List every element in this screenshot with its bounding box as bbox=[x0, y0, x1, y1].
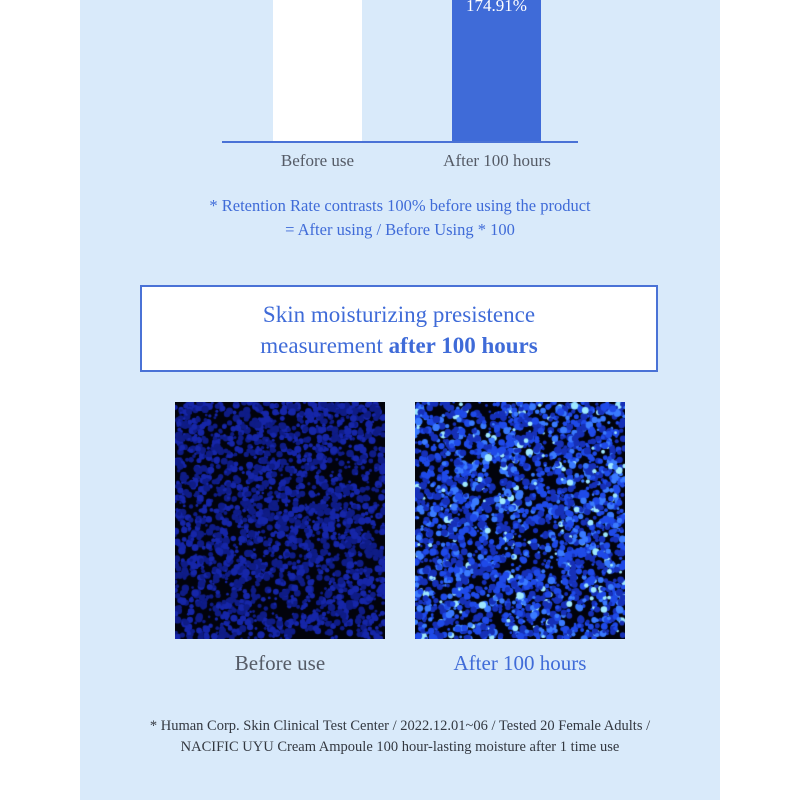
footnote-line2: NACIFIC UYU Cream Ampoule 100 hour-lasti… bbox=[180, 739, 620, 755]
skin-image-after bbox=[415, 402, 625, 639]
section-title-box: Skin moisturizing presistence measuremen… bbox=[140, 285, 658, 372]
bar-after-100-hours bbox=[452, 0, 541, 142]
retention-note-line1: * Retention Rate contrasts 100% before u… bbox=[209, 196, 591, 215]
section-title-line2-bold: after 100 hours bbox=[388, 333, 538, 358]
section-title-line1: Skin moisturizing presistence bbox=[262, 302, 536, 327]
bar-before-use bbox=[273, 0, 362, 142]
chart-baseline bbox=[222, 141, 578, 143]
content-panel bbox=[80, 0, 720, 800]
image-caption-after: After 100 hours bbox=[453, 651, 587, 675]
footnote-line1: * Human Corp. Skin Clinical Test Center … bbox=[149, 718, 651, 734]
image-caption-before: Before use bbox=[234, 651, 326, 675]
category-label-after: After 100 hours bbox=[443, 151, 551, 170]
bar-value-label: 174.91% bbox=[466, 0, 527, 15]
section-title-line2: measurement after 100 hours bbox=[142, 330, 656, 361]
skin-image-before bbox=[175, 402, 385, 639]
category-label-before: Before use bbox=[280, 151, 355, 170]
retention-note-line2: = After using / Before Using * 100 bbox=[285, 220, 515, 239]
section-title-line2-normal: measurement bbox=[260, 333, 389, 358]
